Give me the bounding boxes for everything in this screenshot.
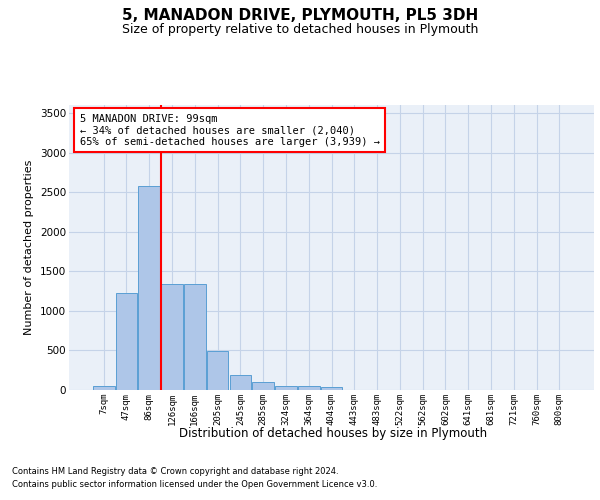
Text: Contains public sector information licensed under the Open Government Licence v3: Contains public sector information licen… bbox=[12, 480, 377, 489]
Bar bbox=[116, 294, 137, 390]
Bar bbox=[253, 382, 274, 390]
Bar bbox=[298, 386, 320, 390]
Bar bbox=[320, 387, 343, 390]
Bar bbox=[161, 284, 183, 390]
Bar bbox=[139, 186, 160, 390]
Bar bbox=[93, 386, 115, 390]
Text: Contains HM Land Registry data © Crown copyright and database right 2024.: Contains HM Land Registry data © Crown c… bbox=[12, 468, 338, 476]
Text: Distribution of detached houses by size in Plymouth: Distribution of detached houses by size … bbox=[179, 428, 487, 440]
Y-axis label: Number of detached properties: Number of detached properties bbox=[25, 160, 34, 335]
Text: 5, MANADON DRIVE, PLYMOUTH, PL5 3DH: 5, MANADON DRIVE, PLYMOUTH, PL5 3DH bbox=[122, 8, 478, 22]
Text: 5 MANADON DRIVE: 99sqm
← 34% of detached houses are smaller (2,040)
65% of semi-: 5 MANADON DRIVE: 99sqm ← 34% of detached… bbox=[79, 114, 380, 147]
Bar bbox=[207, 351, 229, 390]
Bar bbox=[230, 376, 251, 390]
Bar bbox=[275, 386, 297, 390]
Bar bbox=[184, 284, 206, 390]
Text: Size of property relative to detached houses in Plymouth: Size of property relative to detached ho… bbox=[122, 22, 478, 36]
